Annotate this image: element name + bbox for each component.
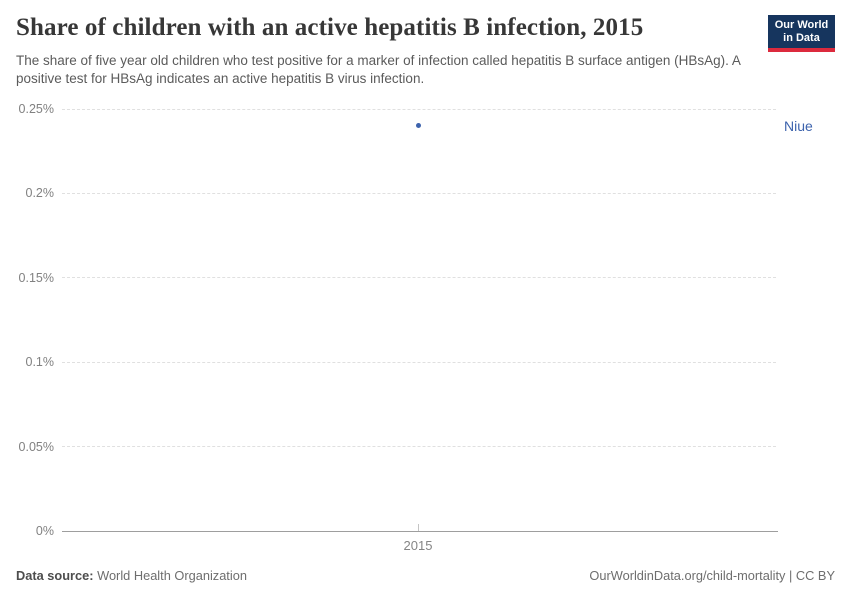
y-gridline	[62, 361, 776, 363]
y-axis-tick-label: 0.25%	[18, 102, 54, 116]
chart-title: Share of children with an active hepatit…	[16, 14, 644, 41]
datasource-value: World Health Organization	[97, 568, 247, 583]
chart-subtitle: The share of five year old children who …	[16, 53, 741, 86]
entity-label-niue[interactable]: Niue	[784, 117, 813, 134]
y-axis-tick-label: 0.05%	[18, 439, 54, 454]
y-axis-tick-label: 0.2%	[25, 186, 55, 201]
owid-logo-line2: in Data	[783, 31, 820, 44]
y-axis-tick-label: 0%	[35, 524, 54, 538]
data-point-niue[interactable]	[415, 123, 421, 129]
datasource-label: Data source:	[16, 568, 94, 583]
footer-credit-link[interactable]: OurWorldinData.org/child-mortality | CC …	[589, 568, 835, 583]
y-gridline	[62, 192, 776, 194]
chart-footer: Data source: World Health Organization O…	[16, 568, 835, 583]
y-gridline	[62, 446, 776, 448]
y-axis-tick-label: 0.15%	[18, 270, 54, 285]
y-gridline	[62, 108, 776, 110]
y-gridline	[62, 277, 776, 279]
y-axis-tick-label: 0.1%	[25, 355, 55, 370]
x-axis-line	[62, 530, 778, 532]
x-axis-tick-mark	[418, 524, 419, 531]
owid-logo[interactable]: Our World in Data	[768, 15, 835, 52]
owid-logo-line1: Our World	[774, 18, 829, 31]
datasource-line: Data source: World Health Organization	[16, 568, 247, 583]
x-axis-tick-label: 2015	[403, 538, 433, 553]
